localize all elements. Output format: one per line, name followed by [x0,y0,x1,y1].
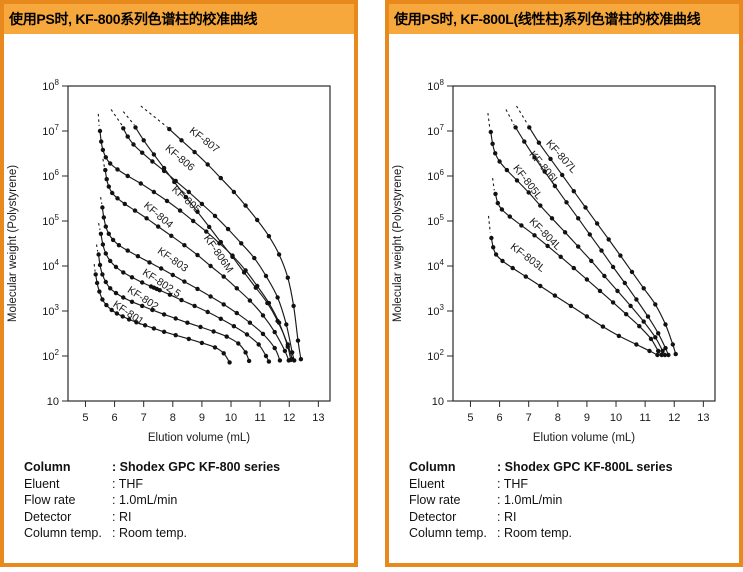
kf800l-calibration-chart: 108 107 106 105 104 103 102 10 5 6 7 8 9 10 11 12 13 Elut… [389,48,739,453]
condition-label: Column [24,460,71,474]
svg-text:11: 11 [254,412,265,424]
svg-text:6: 6 [112,412,118,424]
svg-text:6: 6 [497,412,503,424]
condition-label: Column temp. [24,526,102,540]
condition-label: Column temp. [409,526,487,540]
condition-value: : RI [112,509,132,524]
svg-text:12: 12 [668,412,680,424]
svg-text:10: 10 [432,396,444,408]
condition-value: : Room temp. [497,526,573,540]
svg-text:9: 9 [584,412,590,424]
svg-text:108: 108 [42,78,59,93]
condition-row-flow-rate: Flow rate : 1.0mL/min [24,492,354,509]
condition-row-column: Column : Shodex GPC KF-800L series [409,459,739,476]
svg-text:102: 102 [427,348,444,363]
kf800-calibration-chart: 108 107 106 105 104 103 102 10 5 6 7 8 9 10 11 12 13 Elut… [4,48,354,453]
svg-text:103: 103 [42,303,59,318]
svg-text:104: 104 [427,258,444,273]
condition-row-eluent: Eluent : THF [409,476,739,493]
svg-text:10: 10 [47,396,59,408]
svg-text:7: 7 [141,412,147,424]
svg-text:Elution volume (mL): Elution volume (mL) [533,432,635,444]
svg-text:102: 102 [42,348,59,363]
svg-text:106: 106 [42,168,59,183]
kf800-conditions-table: Column : Shodex GPC KF-800 series Eluent : … [24,459,354,542]
svg-text:107: 107 [42,123,59,138]
condition-value: : Room temp. [112,526,188,540]
svg-text:Molecular weight (Polystyrene): Molecular weight (Polystyrene) [392,165,404,322]
svg-text:KF-807: KF-807 [187,125,222,156]
svg-text:8: 8 [170,412,176,424]
condition-label: Detector [409,509,457,524]
svg-text:13: 13 [697,412,709,424]
svg-text:9: 9 [199,412,205,424]
condition-value: : THF [497,476,529,491]
svg-text:107: 107 [427,123,444,138]
condition-value: : 1.0mL/min [497,493,563,507]
condition-label: Detector [24,509,72,524]
svg-text:KF-806: KF-806 [163,143,197,174]
condition-row-detector: Detector : RI [24,509,354,526]
condition-row-column: Column : Shodex GPC KF-800 series [24,459,354,476]
svg-text:7: 7 [526,412,532,424]
svg-text:10: 10 [225,412,237,424]
svg-text:Elution volume (mL): Elution volume (mL) [148,432,250,444]
svg-text:12: 12 [283,412,295,424]
condition-value: : 1.0mL/min [112,493,178,507]
condition-row-flow-rate: Flow rate : 1.0mL/min [409,492,739,509]
condition-row-column-temp: Column temp. : Room temp. [24,525,354,542]
condition-value: : RI [497,509,517,524]
condition-label: Eluent [409,476,445,491]
condition-label: Flow rate [24,493,76,507]
svg-text:8: 8 [555,412,561,424]
panel-kf800-title: 使用PS时, KF-800系列色谱柱的校准曲线 [4,4,354,34]
condition-row-detector: Detector : RI [409,509,739,526]
panel-kf800: 使用PS时, KF-800系列色谱柱的校准曲线 108 107 106 105 104 1… [0,0,358,567]
condition-label: Flow rate [409,493,461,507]
condition-row-eluent: Eluent : THF [24,476,354,493]
kf800l-conditions-table: Column : Shodex GPC KF-800L series Eluent:… [409,459,739,542]
panel-kf800l-title: 使用PS时, KF-800L(线性柱)系列色谱柱的校准曲线 [389,4,739,34]
svg-text:13: 13 [312,412,324,424]
panel-kf800l: 使用PS时, KF-800L(线性柱)系列色谱柱的校准曲线 108 107 106 1… [385,0,743,567]
svg-text:5: 5 [467,412,473,424]
svg-text:108: 108 [427,78,444,93]
svg-text:106: 106 [427,168,444,183]
condition-row-column-temp: Column temp. : Room temp. [409,525,739,542]
svg-text:104: 104 [42,258,59,273]
svg-text:105: 105 [42,213,59,228]
svg-text:105: 105 [427,213,444,228]
condition-value: : THF [112,476,144,491]
condition-label: Eluent [24,476,60,491]
svg-text:103: 103 [427,303,444,318]
svg-text:10: 10 [610,412,622,424]
condition-value: : Shodex GPC KF-800L series [497,460,673,474]
svg-text:Molecular weight (Polystyrene): Molecular weight (Polystyrene) [7,165,19,322]
condition-label: Column [409,460,456,474]
svg-text:5: 5 [82,412,88,424]
condition-value: : Shodex GPC KF-800 series [112,460,281,474]
svg-text:11: 11 [639,412,650,424]
